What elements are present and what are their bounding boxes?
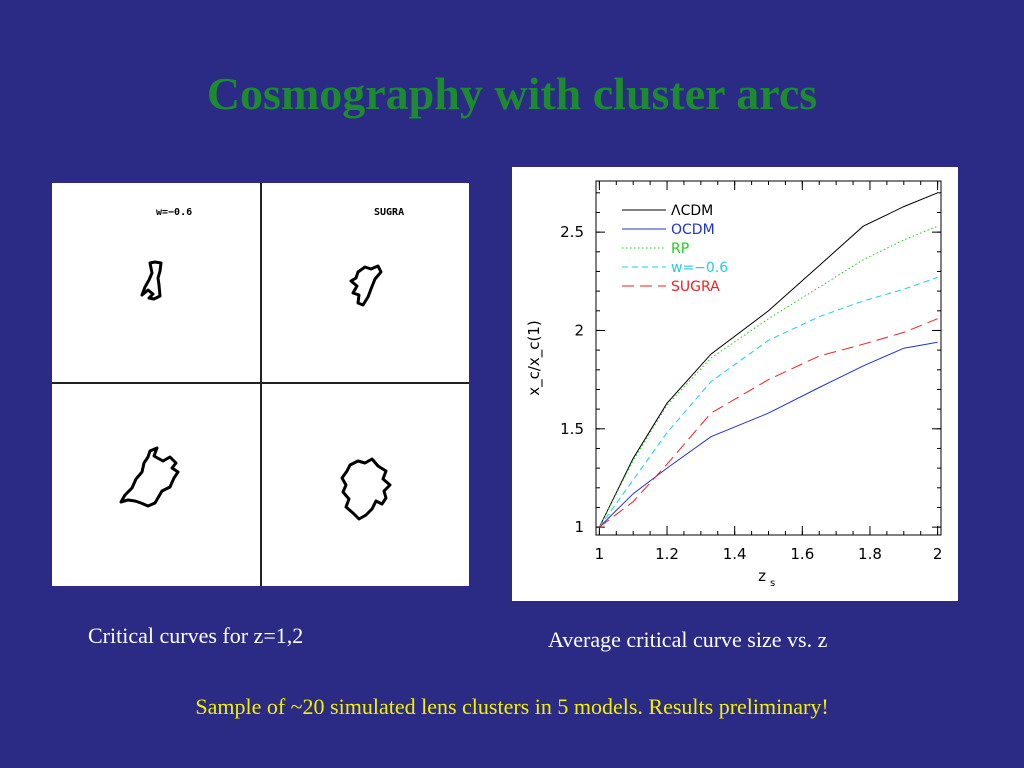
legend-label: ΛCDM [671,203,713,219]
series-line [599,318,938,528]
critical-curve-top-right [349,264,383,307]
x-tick-label: 2 [933,545,943,563]
y-tick-label: 1.5 [560,420,584,438]
plot-frame [595,180,942,536]
x-axis-label-subscript: s [770,578,775,589]
y-axis-label: x_c/x_c(1) [525,320,544,396]
x-axis-label: z [758,567,766,585]
legend-label: SUGRA [671,279,720,295]
caption-average-size: Average critical curve size vs. z [548,627,828,652]
y-ticks: 1 1.5 2 2.5 [560,192,941,536]
panel-divider-vertical [260,183,262,586]
x-tick-label: 1.8 [858,545,882,563]
legend-label: w=−0.6 [671,260,728,276]
series-line [598,225,938,528]
series-lines [598,192,938,528]
critical-curve-bottom-right [340,457,392,521]
critical-curve-bottom-left [119,446,180,508]
x-tick-label: 1 [595,545,605,563]
series-line [598,192,938,528]
panel-label-w: w=−0.6 [156,207,193,218]
footer-note: Sample of ~20 simulated lens clusters in… [195,694,829,719]
chart-svg: 1 1.2 1.4 1.6 1.8 2 1 1.5 2 2.5 ΛCDM OCDM RP w=−0.6… [525,180,943,589]
panel-divider-horizontal [52,382,469,384]
x-tick-label: 1.4 [723,545,747,563]
x-ticks: 1 1.2 1.4 1.6 1.8 2 [595,181,943,563]
slide-title: Cosmography with cluster arcs [206,68,818,119]
panel-label-sugra: SUGRA [374,207,405,218]
critical-curve-shapes [119,260,392,521]
critical-curves-figure: w=−0.6 SUGRA [52,183,469,586]
legend: ΛCDM OCDM RP w=−0.6 SUGRA [622,203,728,295]
x-tick-label: 1.2 [655,545,679,563]
series-line [599,341,938,528]
legend-label: OCDM [671,222,715,238]
y-tick-label: 2 [574,321,584,339]
caption-critical-curves: Critical curves for z=1,2 [88,623,304,648]
y-tick-label: 1 [574,518,584,536]
y-tick-label: 2.5 [560,223,584,241]
legend-label: RP [671,241,689,257]
critical-curve-top-left [140,260,163,301]
critical-size-chart: 1 1.2 1.4 1.6 1.8 2 1 1.5 2 2.5 ΛCDM OCDM RP w=−0.6… [512,167,958,601]
series-line [598,276,938,528]
x-tick-label: 1.6 [790,545,814,563]
